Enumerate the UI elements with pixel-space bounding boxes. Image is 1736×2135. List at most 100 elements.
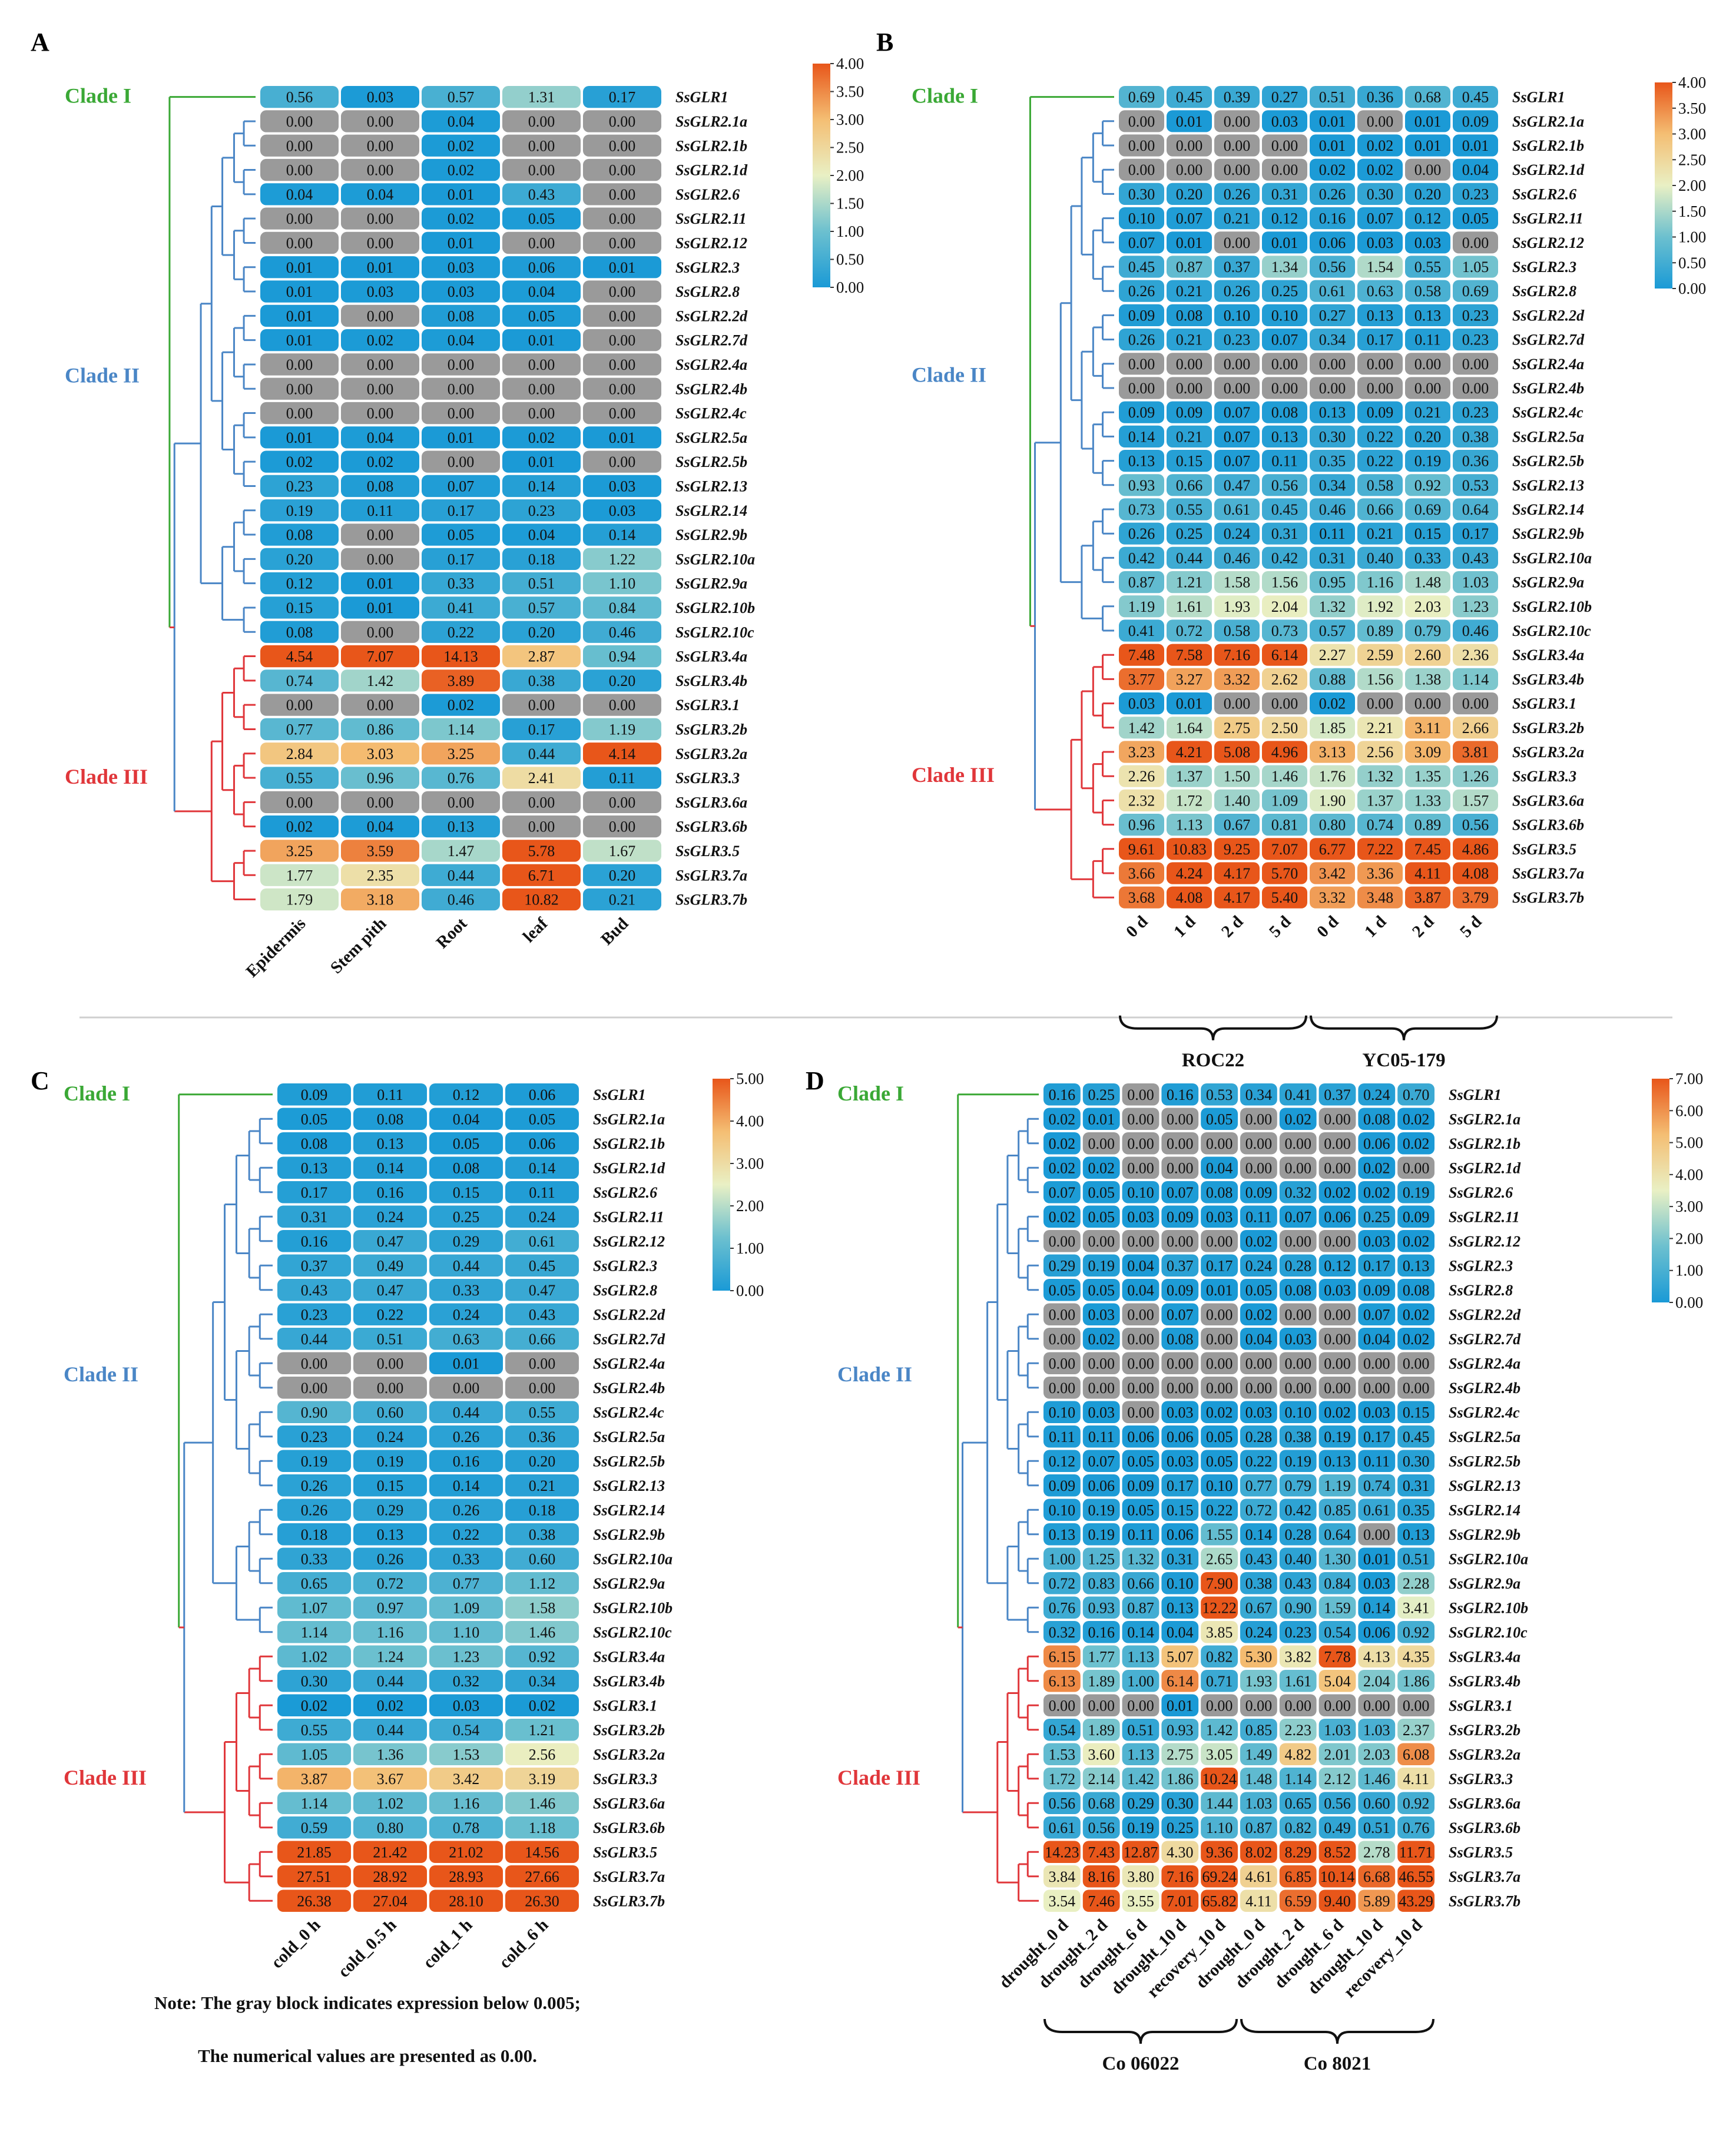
heatmap-cell	[1405, 401, 1450, 423]
heatmap-cell	[583, 475, 661, 498]
clade-label: Clade I	[912, 84, 978, 108]
heatmap-cell	[502, 110, 581, 132]
heatmap-cell	[277, 1425, 351, 1448]
heatmap-cell	[1119, 571, 1164, 594]
cell-value: 3.54	[1049, 1892, 1076, 1909]
gene-label: SsGLR2.12	[1512, 234, 1584, 251]
cell-value: 6.14	[1271, 647, 1298, 664]
cell-value: 0.03	[1088, 1404, 1115, 1421]
cell-value: 0.11	[1128, 1526, 1154, 1543]
cell-value: 1.34	[1271, 258, 1298, 276]
gene-label: SsGLR3.4a	[593, 1648, 665, 1665]
cell-value: 0.04	[1206, 1159, 1233, 1176]
cell-value: 0.34	[529, 1673, 556, 1690]
cell-value: 0.19	[301, 1453, 328, 1470]
heatmap-cell	[1214, 717, 1260, 739]
cell-value: 2.87	[528, 648, 555, 665]
group-brace	[1043, 2018, 1238, 2044]
colorbar-tick-label: 3.00	[836, 111, 864, 128]
cell-value: 0.45	[1271, 501, 1298, 518]
heatmap-cell	[353, 1572, 427, 1594]
gene-label: SsGLR2.6	[593, 1184, 657, 1201]
heatmap-cell	[1405, 741, 1450, 763]
cell-value: 0.15	[453, 1184, 480, 1201]
cell-value: 0.02	[1049, 1135, 1076, 1152]
heatmap-cell	[1167, 158, 1212, 181]
cell-value: 1.89	[1088, 1722, 1115, 1739]
cell-value: 0.30	[1319, 428, 1346, 445]
cell-value: 0.36	[1462, 453, 1489, 470]
heatmap-cell	[1262, 692, 1307, 715]
heatmap-cell	[341, 840, 419, 862]
heatmap-cell	[1201, 1523, 1238, 1546]
colorbar-tick-label: 5.00	[736, 1070, 764, 1088]
cell-value: 0.01	[367, 599, 394, 616]
cell-value: 0.72	[1049, 1575, 1076, 1592]
cell-value: 0.01	[1176, 234, 1203, 251]
heatmap-cell	[1279, 1523, 1317, 1546]
heatmap-cell	[1214, 134, 1260, 157]
cell-value: 2.84	[286, 745, 313, 763]
heatmap-cell	[1357, 329, 1403, 351]
cell-value: 1.46	[1271, 768, 1298, 785]
cell-value: 0.31	[1403, 1477, 1430, 1494]
heatmap-cell	[1122, 1377, 1159, 1399]
gene-label: SsGLR3.2b	[1512, 720, 1584, 737]
cell-value: 0.00	[1206, 1697, 1233, 1714]
heatmap-cell	[1405, 668, 1450, 690]
heatmap-cell	[341, 110, 419, 132]
heatmap-cell	[505, 1645, 579, 1667]
heatmap-cell	[1453, 329, 1498, 351]
cell-value: 0.22	[453, 1526, 480, 1543]
cell-value: 0.06	[1363, 1624, 1390, 1641]
cell-value: 0.00	[1088, 1697, 1115, 1714]
cell-value: 1.42	[1128, 720, 1155, 737]
heatmap-cell	[1201, 1083, 1238, 1106]
gene-label: SsGLR2.7d	[593, 1331, 665, 1348]
cell-value: 0.00	[609, 307, 636, 324]
heatmap-cell	[353, 1279, 427, 1301]
cell-value: 2.03	[1363, 1746, 1390, 1763]
heatmap-cell	[341, 377, 419, 400]
heatmap-cell	[1262, 619, 1307, 642]
cell-value: 0.00	[528, 697, 555, 714]
heatmap-cell	[341, 572, 419, 595]
cell-value: 1.32	[1367, 768, 1394, 785]
heatmap-cell	[341, 183, 419, 205]
cell-value: 2.23	[1284, 1722, 1311, 1739]
cell-value: 1.00	[1127, 1673, 1154, 1690]
heatmap-cell	[429, 1572, 503, 1594]
cell-value: 1.10	[453, 1624, 480, 1641]
cell-value: 0.05	[1088, 1282, 1115, 1299]
cell-value: 1.03	[1245, 1795, 1273, 1812]
heatmap-cell	[1318, 1572, 1356, 1594]
heatmap-cell	[583, 304, 661, 327]
cell-value: 0.20	[528, 624, 555, 641]
cell-value: 0.21	[1176, 428, 1203, 445]
cell-value: 1.26	[1462, 768, 1489, 785]
heatmap-cell	[1240, 1474, 1277, 1497]
heatmap-cell	[583, 134, 661, 157]
heatmap-cell	[502, 694, 581, 716]
heatmap-cell	[1453, 814, 1498, 836]
cell-value: 4.82	[1284, 1746, 1311, 1763]
cell-value: 0.51	[377, 1331, 404, 1348]
heatmap-cell	[1240, 1596, 1277, 1619]
heatmap-cell	[505, 1523, 579, 1546]
heatmap-cell	[1122, 1596, 1159, 1619]
heatmap-cell	[1119, 329, 1164, 351]
gene-label: SsGLR3.2b	[1449, 1722, 1520, 1739]
heatmap-cell	[260, 548, 339, 570]
cell-value: 1.18	[529, 1819, 556, 1836]
cell-value: 0.03	[1367, 234, 1394, 251]
cell-value: 9.40	[1324, 1892, 1351, 1909]
cell-value: 0.29	[1049, 1257, 1076, 1274]
cell-value: 0.00	[1049, 1380, 1076, 1397]
column-label: Epidermis	[243, 914, 310, 982]
heatmap-cell	[1310, 741, 1355, 763]
gene-label: SsGLR3.5	[593, 1844, 657, 1861]
heatmap-cell	[422, 256, 500, 279]
gene-label: SsGLR2.7d	[1512, 331, 1585, 349]
heatmap-cell	[1122, 1621, 1159, 1643]
